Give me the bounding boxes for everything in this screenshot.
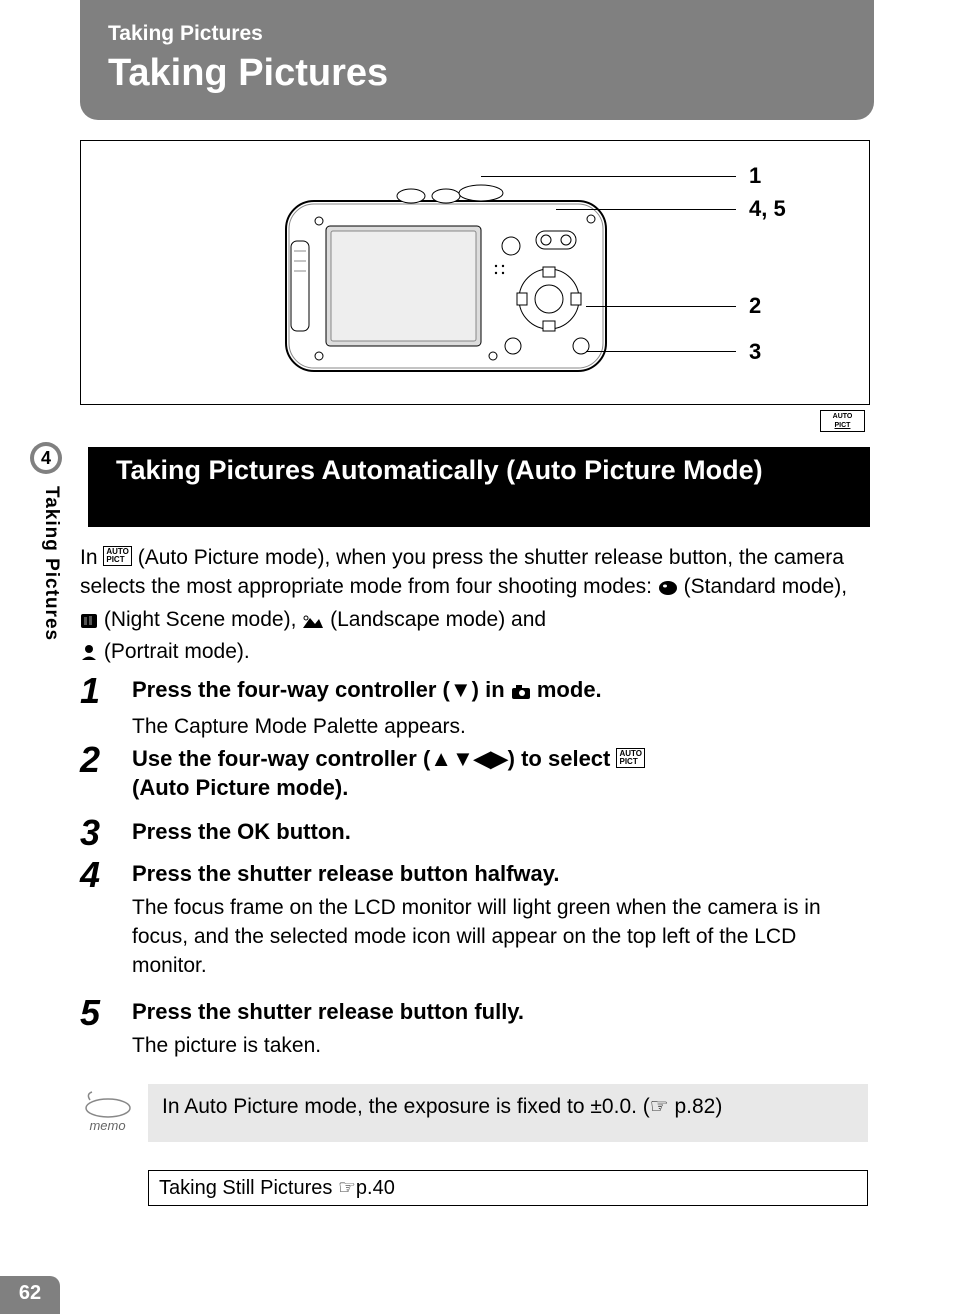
step-number: 1 (80, 670, 120, 712)
intro-text: (Portrait mode). (98, 640, 250, 663)
page-header: Taking Pictures Taking Pictures (80, 0, 874, 120)
crossref-page: p.40 (356, 1177, 395, 1199)
callout-label-3: 3 (749, 339, 761, 365)
step-2: 2 Use the four-way controller (▲▼◀▶) to … (80, 745, 870, 802)
badge-line2: PICT (821, 421, 864, 430)
step-title: Use the four-way controller (▲▼◀▶) to se… (132, 745, 870, 802)
callout-label-4-5: 4, 5 (749, 196, 786, 222)
step-title: Press the four-way controller (▼) in mod… (132, 676, 870, 708)
page-number: 62 (0, 1276, 60, 1314)
crossref-box: Taking Still Pictures ☞p.40 (148, 1170, 868, 1206)
step-number: 5 (80, 992, 120, 1034)
auto-pict-badge: AUTO PICT (820, 410, 865, 432)
step-description: The focus frame on the LCD monitor will … (132, 893, 870, 981)
side-tab-label: Taking Pictures (30, 480, 62, 680)
standard-mode-icon (658, 575, 678, 604)
section-heading: Taking Pictures Automatically (Auto Pict… (102, 447, 870, 527)
page-title: Taking Pictures (108, 52, 846, 95)
memo-icon: memo (80, 1090, 135, 1133)
crossref-text: Taking Still Pictures (159, 1177, 338, 1199)
pointer-icon: ☞ (338, 1177, 356, 1199)
ok-button-label: OK (237, 819, 270, 844)
memo-label: memo (80, 1118, 135, 1133)
intro-text: In (80, 546, 103, 569)
night-scene-icon (80, 608, 98, 637)
intro-paragraph: In AUTOPICT (Auto Picture mode), when yo… (80, 543, 870, 670)
memo-text: In Auto Picture mode, the exposure is fi… (162, 1095, 650, 1118)
auto-pict-icon: AUTOPICT (103, 546, 132, 566)
camera-illustration (281, 171, 611, 381)
leader-line (586, 351, 736, 352)
down-arrow-icon: ▼ (450, 677, 472, 702)
landscape-mode-icon (302, 608, 324, 637)
step-description: The picture is taken. (132, 1031, 870, 1060)
callout-label-2: 2 (749, 293, 761, 319)
pointer-icon: ☞ (650, 1095, 669, 1118)
memo-text: p.82) (669, 1095, 723, 1118)
step-title: Press the OK button. (132, 818, 870, 847)
step-title: Press the shutter release button halfway… (132, 860, 870, 889)
portrait-mode-icon (80, 640, 98, 669)
step-number: 3 (80, 812, 120, 854)
arrow-icons: ▲▼◀▶ (430, 746, 507, 771)
intro-text: (Standard mode), (678, 575, 847, 598)
intro-text: (Landscape mode) and (324, 608, 546, 631)
camera-mode-icon (511, 679, 531, 708)
step-1: 1 Press the four-way controller (▼) in m… (80, 676, 870, 741)
step-3: 3 Press the OK button. (80, 818, 870, 847)
camera-diagram-box: 1 4, 5 2 3 (80, 140, 870, 405)
intro-text: (Night Scene mode), (98, 608, 302, 631)
auto-pict-icon: AUTOPICT (616, 748, 645, 768)
step-number: 2 (80, 739, 120, 781)
chapter-number: 4 (34, 446, 58, 470)
step-title: Press the shutter release button fully. (132, 998, 870, 1027)
leader-line (481, 176, 736, 177)
step-description: The Capture Mode Palette appears. (132, 712, 870, 741)
breadcrumb: Taking Pictures (108, 22, 846, 46)
badge-line1: AUTO (821, 412, 864, 421)
leader-line (556, 209, 736, 210)
leader-line (586, 306, 736, 307)
manual-page: Taking Pictures Taking Pictures (0, 0, 954, 1314)
memo-box: In Auto Picture mode, the exposure is fi… (148, 1084, 868, 1142)
step-number: 4 (80, 854, 120, 896)
callout-label-1: 1 (749, 163, 761, 189)
step-4: 4 Press the shutter release button halfw… (80, 860, 870, 981)
step-5: 5 Press the shutter release button fully… (80, 998, 870, 1060)
chapter-number-bubble: 4 (30, 442, 62, 474)
